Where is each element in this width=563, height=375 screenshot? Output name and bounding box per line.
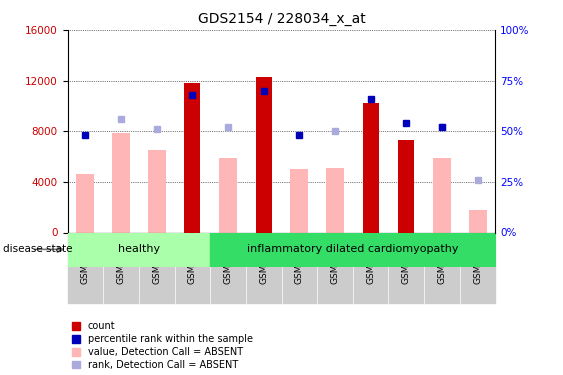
- Text: healthy: healthy: [118, 244, 160, 254]
- Bar: [184, 83, 200, 232]
- Bar: [175, 232, 210, 303]
- Bar: [388, 232, 424, 303]
- Bar: [103, 232, 139, 303]
- Bar: [433, 158, 451, 232]
- Bar: [282, 232, 317, 303]
- Bar: [112, 132, 130, 232]
- Bar: [77, 174, 95, 232]
- Bar: [256, 77, 272, 232]
- Bar: [139, 232, 175, 303]
- Bar: [291, 169, 309, 232]
- Bar: [68, 232, 103, 303]
- Bar: [398, 140, 414, 232]
- Bar: [460, 232, 495, 303]
- Title: GDS2154 / 228034_x_at: GDS2154 / 228034_x_at: [198, 12, 365, 26]
- Bar: [317, 232, 353, 303]
- Legend: count, percentile rank within the sample, value, Detection Call = ABSENT, rank, : count, percentile rank within the sample…: [73, 321, 253, 370]
- Bar: [424, 232, 460, 303]
- Bar: [210, 232, 246, 303]
- Bar: [363, 104, 379, 232]
- Bar: [468, 210, 486, 232]
- Bar: [326, 168, 344, 232]
- Text: disease state: disease state: [3, 244, 72, 254]
- Bar: [353, 232, 388, 303]
- Bar: [148, 150, 166, 232]
- Bar: [246, 232, 282, 303]
- Bar: [219, 158, 237, 232]
- Text: inflammatory dilated cardiomyopathy: inflammatory dilated cardiomyopathy: [247, 244, 458, 254]
